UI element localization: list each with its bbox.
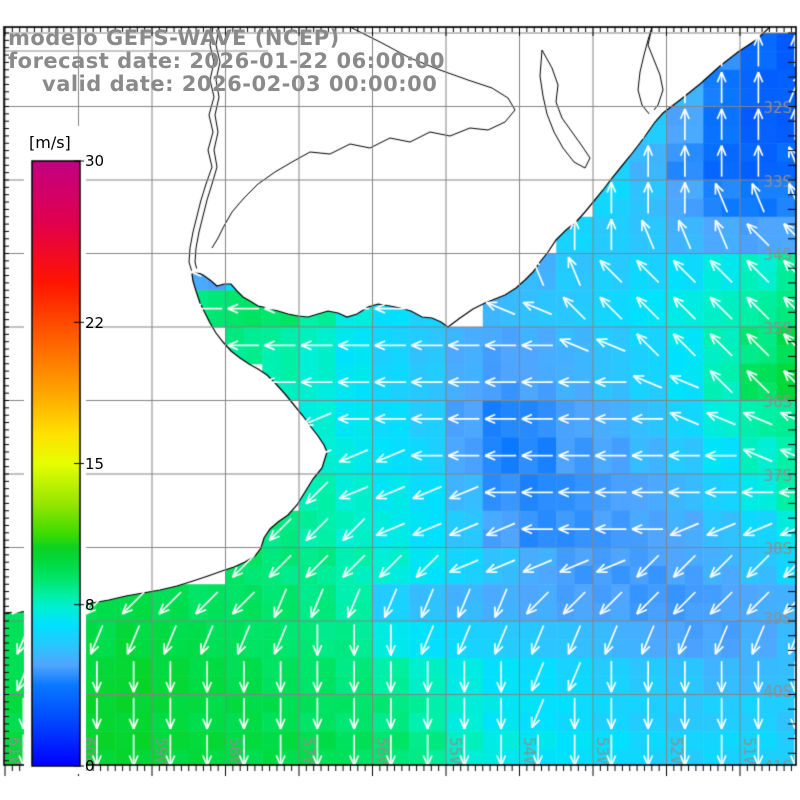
- model-title: modelo GEFS-WAVE (NCEP): [8, 26, 340, 50]
- colorbar-unit-label: [m/s]: [29, 133, 71, 152]
- colorbar-tick-15: 15: [85, 455, 105, 473]
- colorbar-tick-0: 0: [85, 757, 95, 775]
- forecast-date-line: forecast date: 2026-01-22 06:00:00: [8, 49, 445, 73]
- colorbar-tick-30: 30: [85, 152, 105, 170]
- colorbar-tick-22: 22: [85, 314, 105, 332]
- valid-date-line: valid date: 2026-02-03 00:00:00: [42, 72, 438, 96]
- colorbar-tick-8: 8: [85, 596, 95, 614]
